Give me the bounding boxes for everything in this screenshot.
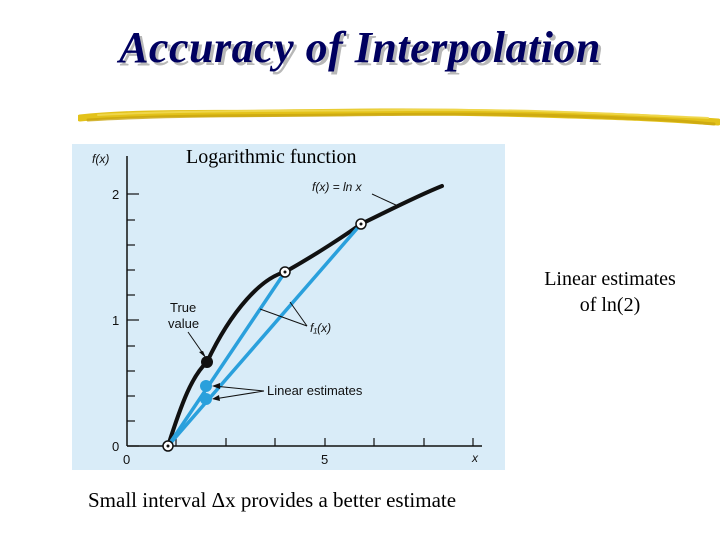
y-tick-label-0: 0 xyxy=(112,439,119,454)
interp-point-6-dot xyxy=(359,222,363,226)
side-note-line1: Linear estimates xyxy=(544,268,676,290)
bottom-note: Small interval Δx provides a better esti… xyxy=(88,488,457,512)
slide-title: Accuracy of Interpolation xyxy=(119,23,601,72)
figure-panel: f(x) x 0 5 0 1 2 f(x) = ln x True value … xyxy=(72,144,505,470)
y-axis-label: f(x) xyxy=(92,152,109,166)
true-value-label-line1: True xyxy=(170,300,196,315)
estimate-point-upper xyxy=(200,380,212,392)
estimates-arrowhead-a xyxy=(212,383,220,389)
side-note-line2: of ln(2) xyxy=(579,294,641,316)
y-axis-ticks xyxy=(127,193,139,447)
linear-fn-label: f₁(x) xyxy=(310,321,331,335)
x-axis-label: x xyxy=(471,451,479,465)
linear-estimate-line-long xyxy=(166,222,363,448)
panel-caption: Logarithmic function xyxy=(186,146,357,168)
ln-curve xyxy=(166,184,444,448)
estimate-point-lower xyxy=(200,393,212,405)
true-value-point xyxy=(201,356,213,368)
interp-point-4-dot xyxy=(283,270,287,274)
x-tick-label-5: 5 xyxy=(321,452,328,467)
function-label-pointer xyxy=(371,193,399,207)
y-tick-label-2: 2 xyxy=(112,187,119,202)
linear-estimates-label: Linear estimates xyxy=(267,383,363,398)
linear-fn-pointer-b xyxy=(289,301,308,327)
interpolation-figure: f(x) x 0 5 0 1 2 f(x) = ln x True value … xyxy=(92,152,482,467)
origin-point-dot xyxy=(166,444,170,448)
estimates-pointer-b xyxy=(213,390,265,400)
linear-estimate-line-short xyxy=(166,271,287,447)
function-label: f(x) = ln x xyxy=(312,180,363,194)
title-underline-decoration xyxy=(78,108,720,126)
true-value-arrowhead xyxy=(199,351,206,358)
estimates-pointer-a xyxy=(213,385,265,392)
y-tick-label-1: 1 xyxy=(112,313,119,328)
side-note: Linear estimates of ln(2) xyxy=(510,266,710,318)
x-axis-ticks xyxy=(175,438,474,446)
true-value-pointer xyxy=(187,331,205,356)
linear-fn-pointer-a xyxy=(259,308,308,327)
estimates-arrowhead-b xyxy=(212,395,220,401)
x-tick-label-0: 0 xyxy=(123,452,130,467)
true-value-label-line2: value xyxy=(168,316,199,331)
